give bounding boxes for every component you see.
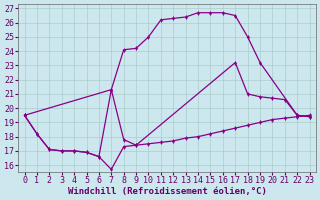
- X-axis label: Windchill (Refroidissement éolien,°C): Windchill (Refroidissement éolien,°C): [68, 187, 267, 196]
